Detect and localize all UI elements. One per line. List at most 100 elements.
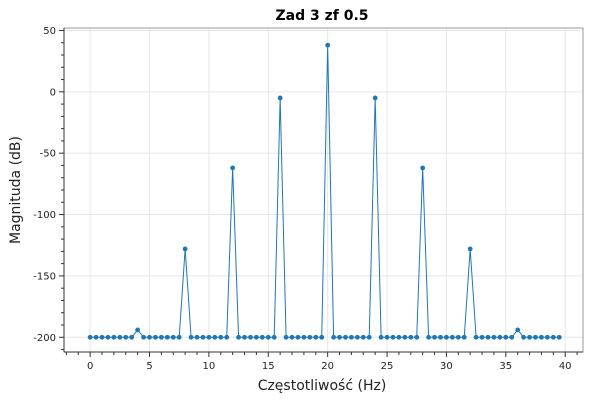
- data-point: [283, 334, 289, 340]
- data-point: [230, 165, 236, 171]
- data-point: [212, 334, 218, 340]
- data-point: [170, 334, 176, 340]
- data-point: [164, 334, 170, 340]
- data-point: [117, 334, 123, 340]
- data-point: [176, 334, 182, 340]
- data-point: [153, 334, 158, 340]
- x-tick-label: 30: [440, 361, 453, 372]
- data-point: [497, 334, 503, 340]
- data-point: [147, 334, 152, 340]
- data-point: [277, 95, 283, 101]
- data-point: [206, 334, 212, 340]
- data-point: [414, 334, 420, 340]
- data-point: [271, 334, 277, 340]
- data-point: [319, 334, 325, 340]
- x-tick-label: 0: [87, 361, 93, 372]
- data-point: [485, 334, 491, 340]
- x-tick-label: 10: [203, 361, 216, 372]
- data-point: [135, 327, 141, 333]
- data-point: [515, 327, 521, 333]
- y-tick-label: 0: [50, 87, 56, 98]
- data-point: [129, 334, 135, 340]
- data-point: [325, 42, 331, 48]
- data-point: [521, 334, 527, 340]
- data-point: [384, 334, 390, 340]
- data-point: [473, 334, 479, 340]
- data-point: [194, 334, 200, 340]
- series-layer: [87, 42, 562, 340]
- data-point: [479, 334, 485, 340]
- data-point: [556, 334, 562, 340]
- grid: [64, 28, 583, 352]
- data-point: [313, 334, 319, 340]
- x-tick-label: 5: [146, 361, 152, 372]
- data-point: [467, 246, 473, 252]
- data-point: [402, 334, 408, 340]
- data-point: [141, 334, 146, 340]
- data-point: [550, 334, 556, 340]
- data-point: [366, 334, 372, 340]
- data-point: [544, 334, 550, 340]
- data-point: [188, 334, 194, 340]
- data-point: [248, 334, 253, 340]
- data-point: [455, 334, 461, 340]
- data-point: [533, 334, 538, 340]
- data-point: [390, 334, 396, 340]
- x-tick-label: 25: [381, 361, 394, 372]
- data-point: [461, 334, 467, 340]
- data-point: [539, 334, 544, 340]
- data-point: [99, 334, 105, 340]
- data-point: [158, 334, 164, 340]
- data-point: [420, 165, 426, 171]
- data-point: [449, 334, 455, 340]
- data-point: [354, 334, 360, 340]
- data-point: [307, 334, 313, 340]
- y-axis-title: Magnituda (dB): [8, 136, 24, 244]
- y-tick-label: 50: [43, 26, 56, 37]
- data-point: [265, 334, 271, 340]
- data-point: [236, 334, 241, 340]
- data-point: [426, 334, 432, 340]
- data-point: [224, 334, 230, 340]
- data-point: [253, 334, 259, 340]
- data-point: [289, 334, 295, 340]
- data-point: [93, 334, 99, 340]
- data-point: [295, 334, 301, 340]
- data-point: [503, 334, 509, 340]
- data-point: [301, 334, 307, 340]
- data-point: [218, 334, 224, 340]
- x-tick-label: 35: [499, 361, 512, 372]
- data-point: [337, 334, 342, 340]
- x-axis-title: Częstotliwość (Hz): [258, 378, 387, 394]
- plot-area-frame: [63, 27, 584, 353]
- y-tick-label: -100: [33, 210, 56, 221]
- data-point: [343, 334, 348, 340]
- data-point: [87, 334, 93, 340]
- x-tick-label: 20: [321, 361, 334, 372]
- chart-title: Zad 3 zf 0.5: [275, 8, 368, 24]
- data-point: [123, 334, 129, 340]
- series-line: [90, 45, 560, 338]
- data-point: [396, 334, 402, 340]
- data-point: [444, 334, 449, 340]
- data-point: [432, 334, 437, 340]
- data-point: [242, 334, 247, 340]
- data-point: [527, 334, 532, 340]
- y-tick-label: -150: [33, 271, 56, 282]
- axes: 0 5 10 15 20 25 30 35 40 50 0 -50 -100 -150 -200: [33, 26, 583, 372]
- data-point: [349, 334, 354, 340]
- data-point: [111, 334, 117, 340]
- x-tick-label: 40: [559, 361, 572, 372]
- data-point: [200, 334, 206, 340]
- data-point: [105, 334, 111, 340]
- data-point: [331, 334, 336, 340]
- data-point: [408, 334, 414, 340]
- x-tick-label: 15: [262, 361, 275, 372]
- data-point: [378, 334, 384, 340]
- data-point: [360, 334, 366, 340]
- y-tick-label: -50: [40, 149, 56, 160]
- data-point: [438, 334, 443, 340]
- data-point: [372, 95, 378, 101]
